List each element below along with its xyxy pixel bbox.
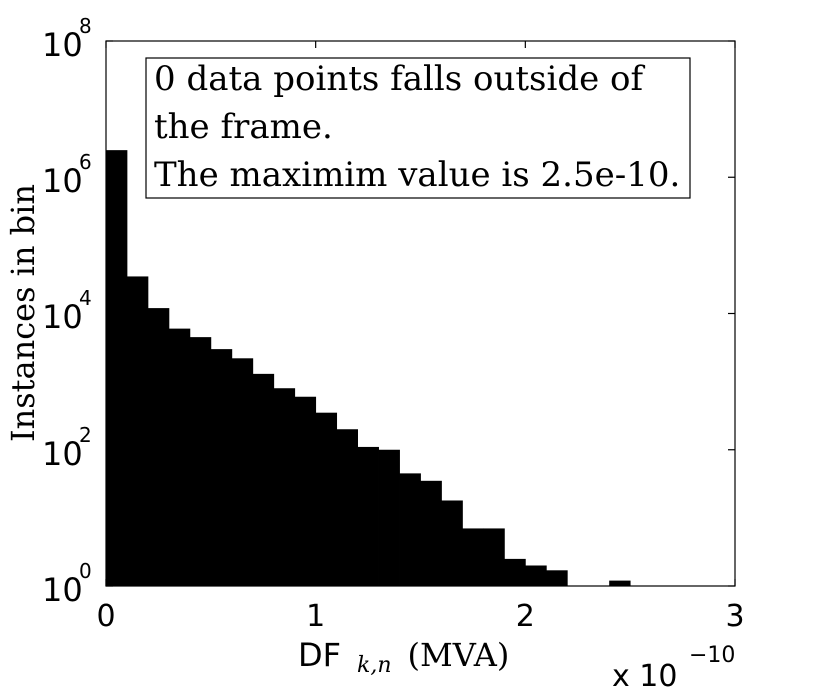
histogram-bar bbox=[483, 528, 505, 586]
histogram-bar bbox=[126, 276, 149, 586]
histogram-bar bbox=[378, 449, 400, 586]
x-multiplier: x 10 bbox=[612, 659, 677, 694]
y-tick-label: 10 2 bbox=[42, 423, 92, 473]
svg-text:8: 8 bbox=[79, 14, 92, 38]
histogram-bar bbox=[336, 429, 358, 586]
histogram-bar bbox=[546, 570, 568, 586]
svg-text:10: 10 bbox=[42, 571, 83, 609]
svg-text:10: 10 bbox=[42, 26, 83, 64]
y-tick-label: 10 8 bbox=[42, 14, 92, 64]
x-multiplier-exponent: −10 bbox=[689, 643, 735, 668]
svg-text:2: 2 bbox=[79, 423, 92, 447]
annotation-line-2: the frame. bbox=[154, 107, 333, 147]
histogram-bar bbox=[231, 358, 254, 586]
histogram-bar bbox=[189, 337, 212, 586]
y-tick-label: 10 0 bbox=[42, 559, 92, 609]
histogram-bar bbox=[106, 150, 128, 587]
svg-text:10: 10 bbox=[42, 435, 83, 473]
y-axis-label: Instances in bin bbox=[4, 184, 42, 442]
svg-text:10: 10 bbox=[42, 162, 83, 200]
bars-group bbox=[106, 150, 631, 587]
histogram-bar bbox=[210, 349, 233, 586]
histogram-bar bbox=[147, 308, 170, 586]
svg-text:10: 10 bbox=[42, 298, 83, 336]
y-tick-label: 10 6 bbox=[42, 150, 92, 200]
svg-text:6: 6 bbox=[79, 150, 92, 174]
histogram-bar bbox=[273, 388, 296, 586]
histogram-bar bbox=[399, 473, 421, 586]
y-tick-label: 10 4 bbox=[42, 286, 92, 336]
annotation-box bbox=[145, 57, 691, 199]
histogram-bar bbox=[357, 446, 379, 586]
histogram-bar bbox=[609, 580, 631, 586]
histogram-bar bbox=[315, 412, 338, 586]
histogram-bar bbox=[294, 396, 317, 586]
histogram-bar bbox=[441, 500, 463, 586]
histogram-bar bbox=[525, 565, 547, 586]
svg-text:4: 4 bbox=[79, 286, 92, 310]
histogram-bar bbox=[168, 328, 191, 586]
histogram-bar bbox=[420, 480, 442, 586]
x-tick-label: 1 bbox=[306, 599, 325, 634]
histogram-bar bbox=[462, 528, 484, 586]
x-tick-label: 0 bbox=[96, 599, 115, 634]
ticks-group bbox=[105, 40, 736, 587]
annotation-line-3: The maximim value is 2.5e-10. bbox=[154, 155, 680, 195]
x-axis-label: DF k,n (MVA) bbox=[298, 636, 509, 678]
annotation-line-1: 0 data points falls outside of bbox=[154, 59, 646, 99]
histogram-bar bbox=[252, 373, 275, 586]
svg-text:0: 0 bbox=[79, 559, 92, 583]
x-tick-label: 2 bbox=[516, 599, 535, 634]
x-tick-label: 3 bbox=[725, 599, 744, 634]
histogram-bar bbox=[504, 558, 526, 586]
